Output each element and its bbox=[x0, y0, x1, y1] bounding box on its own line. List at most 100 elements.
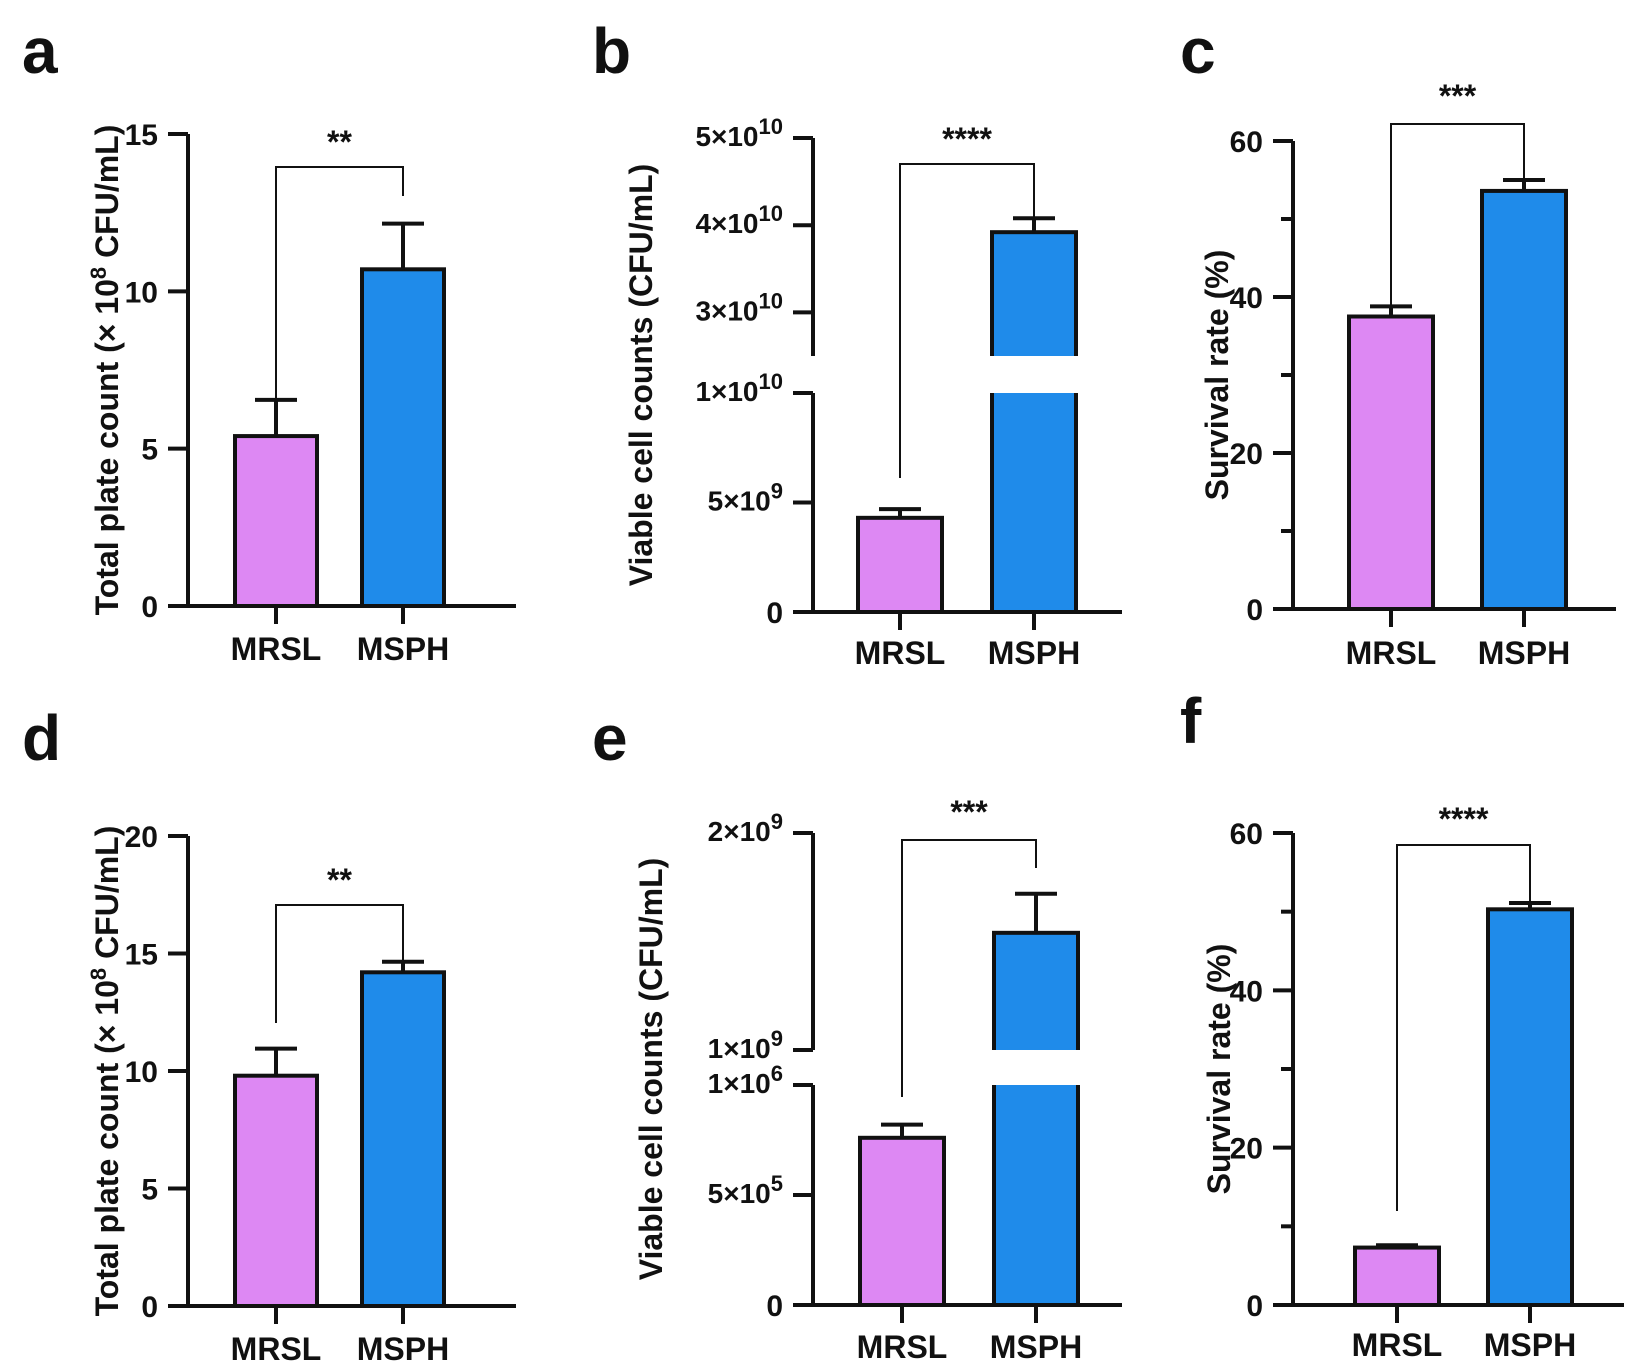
bar-msph bbox=[360, 267, 446, 608]
chart-panel-a: a 0 5 10 15 MRSL MSPH ** Total plate count (× 10… bbox=[22, 15, 516, 667]
y-tick-label: 0 bbox=[766, 597, 783, 630]
bar-mrsl bbox=[1347, 314, 1435, 611]
panel-letter: d bbox=[22, 702, 61, 774]
significance-label: **** bbox=[1439, 801, 1489, 837]
y-tick-label-exponent: 9 bbox=[771, 479, 783, 504]
y-tick-label: 1×106 bbox=[708, 1061, 783, 1099]
y-tick-label-base: 1×10 bbox=[695, 376, 758, 407]
y-tick-label: 0 bbox=[1246, 594, 1263, 627]
panel-letter: c bbox=[1180, 15, 1216, 87]
y-tick-label-base: 1×10 bbox=[708, 1068, 771, 1099]
x-tick-label: MRSL bbox=[855, 635, 946, 671]
bar-msph bbox=[1480, 188, 1568, 611]
x-tick-label: MSPH bbox=[1484, 1327, 1576, 1363]
panel-letter: f bbox=[1180, 685, 1202, 757]
chart-panel-d: d 0 5 10 15 20 MRSL MSPH ** Total plate count (× … bbox=[22, 702, 516, 1367]
x-tick-label: MRSL bbox=[857, 1329, 948, 1365]
y-tick-label-exponent: 5 bbox=[771, 1171, 783, 1196]
y-tick-label: 60 bbox=[1230, 818, 1263, 851]
significance-label: ** bbox=[327, 862, 352, 898]
y-axis-title-part: CFU/mL) bbox=[89, 826, 125, 968]
y-tick-label-exponent: 10 bbox=[759, 201, 783, 226]
panel-letter: e bbox=[592, 702, 628, 774]
y-axis-title: Total plate count (× 108 CFU/mL) bbox=[86, 125, 125, 616]
x-tick-label: MRSL bbox=[1352, 1327, 1443, 1363]
y-axis-title-exponent: 8 bbox=[86, 968, 111, 980]
bar-mrsl bbox=[233, 1073, 319, 1308]
x-tick-label: MSPH bbox=[357, 1331, 449, 1367]
significance-bracket bbox=[275, 904, 404, 1023]
y-axis-title: Survival rate (%) bbox=[1201, 944, 1237, 1195]
bar-msph bbox=[360, 970, 446, 1308]
bar-mrsl bbox=[856, 515, 944, 615]
chart-panel-f: f 0 20 40 60 MRSL MSPH **** Survival rate (%) bbox=[1180, 685, 1624, 1363]
y-tick-label-base: 4×10 bbox=[695, 208, 758, 239]
y-axis-title-part: CFU/mL) bbox=[89, 125, 125, 267]
x-tick-label: MSPH bbox=[1478, 635, 1570, 671]
y-tick-label: 3×1010 bbox=[695, 288, 783, 326]
significance-bracket bbox=[275, 166, 404, 400]
y-tick-label: 2×109 bbox=[708, 809, 783, 847]
significance-label: **** bbox=[942, 121, 992, 157]
y-axis-title: Survival rate (%) bbox=[1199, 250, 1235, 501]
panel-letter: a bbox=[22, 15, 58, 87]
y-tick-label: 0 bbox=[141, 591, 158, 624]
y-tick-label: 15 bbox=[125, 939, 158, 972]
y-tick-label: 15 bbox=[125, 119, 158, 152]
y-tick-label: 40 bbox=[1230, 282, 1263, 315]
y-tick-label: 5×105 bbox=[708, 1171, 783, 1209]
y-axis-title-part: Total plate count (× 10 bbox=[89, 980, 125, 1316]
significance-bracket bbox=[899, 163, 1035, 478]
y-tick-label: 0 bbox=[766, 1290, 783, 1323]
chart-panel-c: c 0 20 40 60 MRSL MSPH *** Survival rate (%) bbox=[1180, 15, 1616, 671]
y-tick-label: 20 bbox=[1230, 1133, 1263, 1166]
y-tick-label: 1×1010 bbox=[695, 369, 783, 407]
y-tick-label: 20 bbox=[125, 821, 158, 854]
y-tick-label-exponent: 10 bbox=[759, 114, 783, 139]
y-tick-label: 5×109 bbox=[708, 479, 783, 517]
significance-label: *** bbox=[950, 794, 988, 830]
x-tick-label: MRSL bbox=[1346, 635, 1437, 671]
y-tick-label: 20 bbox=[1230, 438, 1263, 471]
y-tick-label-base: 3×10 bbox=[695, 295, 758, 326]
significance-label: *** bbox=[1439, 78, 1477, 114]
bar-msph bbox=[992, 930, 1080, 1307]
y-tick-label: 0 bbox=[141, 1291, 158, 1324]
panel-letter: b bbox=[592, 15, 631, 87]
y-axis-title: Total plate count (× 108 CFU/mL) bbox=[86, 826, 125, 1317]
x-tick-label: MSPH bbox=[990, 1329, 1082, 1365]
y-tick-label-base: 5×10 bbox=[708, 1178, 771, 1209]
bar-mrsl bbox=[1353, 1245, 1441, 1308]
y-tick-label: 4×1010 bbox=[695, 201, 783, 239]
y-tick-label: 5 bbox=[141, 434, 158, 467]
x-tick-label: MSPH bbox=[357, 631, 449, 667]
y-tick-label-base: 1×10 bbox=[708, 1033, 771, 1064]
significance-bracket bbox=[1390, 123, 1525, 312]
x-tick-label: MRSL bbox=[231, 631, 322, 667]
x-tick-label: MRSL bbox=[231, 1331, 322, 1367]
y-tick-label-exponent: 9 bbox=[771, 1026, 783, 1051]
bar-msph bbox=[990, 230, 1078, 614]
bar-mrsl bbox=[858, 1135, 946, 1308]
y-axis-title: Viable cell counts (CFU/mL) bbox=[633, 858, 669, 1281]
y-tick-label-base: 5×10 bbox=[695, 121, 758, 152]
y-tick-label: 40 bbox=[1230, 975, 1263, 1008]
y-tick-label: 5×1010 bbox=[695, 114, 783, 152]
bar-mrsl bbox=[233, 434, 319, 608]
y-tick-label-exponent: 10 bbox=[759, 369, 783, 394]
significance-bracket bbox=[901, 839, 1037, 1097]
y-axis-title: Viable cell counts (CFU/mL) bbox=[623, 164, 659, 587]
y-tick-label-base: 2×10 bbox=[708, 816, 771, 847]
y-axis-title-exponent: 8 bbox=[86, 267, 111, 279]
y-tick-label: 60 bbox=[1230, 126, 1263, 159]
x-tick-label: MSPH bbox=[988, 635, 1080, 671]
y-tick-label: 1×109 bbox=[708, 1026, 783, 1064]
y-tick-label: 10 bbox=[125, 1056, 158, 1089]
axis-break-gap bbox=[990, 1050, 1082, 1085]
y-tick-label: 10 bbox=[125, 276, 158, 309]
y-tick-label-exponent: 10 bbox=[759, 288, 783, 313]
y-tick-label: 0 bbox=[1246, 1290, 1263, 1323]
